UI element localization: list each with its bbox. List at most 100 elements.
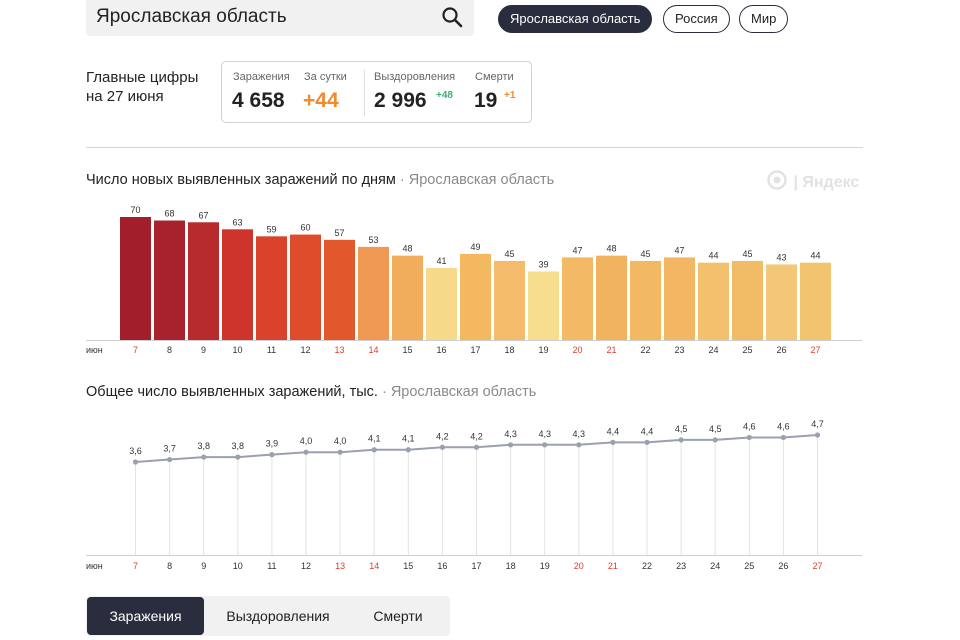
x-tick-label: 14 [368, 345, 378, 355]
bar-value-label: 45 [640, 249, 650, 259]
bar [256, 236, 287, 340]
x-tick-label: 21 [608, 561, 618, 571]
search-box[interactable]: Ярославская область [86, 0, 474, 36]
bar [460, 253, 491, 340]
x-tick-label: 13 [334, 345, 344, 355]
x-tick-label: 18 [506, 561, 516, 571]
x-tick-label: 27 [810, 345, 820, 355]
point-value-label: 4,6 [777, 421, 790, 431]
bar-value-label: 48 [402, 244, 412, 254]
bar [290, 234, 321, 340]
total-cases-line-chart: июн 3,6 7 3,7 8 3,8 9 3,8 10 3,9 11 4,0 12 4,0 13 4,1 14… [86, 419, 862, 571]
x-tick-label: 18 [504, 345, 514, 355]
bar-value-label: 47 [674, 245, 684, 255]
point-value-label: 4,1 [368, 434, 381, 444]
daily-chart-title-text: Число новых выявленных заражений по дням [86, 172, 396, 188]
data-point [337, 449, 343, 455]
total-chart-title: Общее число выявленных заражений, тыс. ·… [86, 384, 537, 400]
bar [222, 229, 253, 340]
bar-value-label: 43 [776, 252, 786, 262]
data-point [542, 442, 548, 448]
bar-value-label: 59 [266, 224, 276, 234]
data-point [303, 449, 309, 455]
x-tick-label: 10 [233, 561, 243, 571]
bar [596, 255, 627, 340]
bar [528, 271, 559, 340]
daily-cases-bar-chart: июн 70 7 68 8 67 9 63 10 59 11 60 12 57 13 53 14 48 15 41 16… [86, 205, 862, 355]
month-label: июн [86, 345, 103, 355]
x-tick-label: 17 [471, 561, 481, 571]
bar-value-label: 45 [742, 249, 752, 259]
region-pill-yaroslavl[interactable]: Ярославская область [498, 5, 653, 33]
deaths-value: 19 [474, 89, 498, 112]
point-value-label: 4,2 [436, 431, 449, 441]
infections-value: 4 658 [232, 89, 285, 112]
data-point [405, 447, 411, 453]
x-tick-label: 16 [436, 345, 446, 355]
x-tick-label: 20 [574, 561, 584, 571]
bar-value-label: 47 [572, 245, 582, 255]
region-pill-world[interactable]: Мир [739, 5, 789, 33]
x-tick-label: 15 [403, 561, 413, 571]
yandex-watermark-text: Яндекс [802, 174, 860, 191]
x-tick-label: 26 [778, 561, 788, 571]
x-tick-label: 12 [301, 561, 311, 571]
data-point [201, 454, 207, 460]
x-tick-label: 23 [676, 561, 686, 571]
bar [120, 217, 151, 340]
point-value-label: 4,2 [470, 431, 483, 441]
data-point [473, 444, 480, 450]
point-value-label: 4,5 [675, 424, 688, 434]
x-tick-label: 10 [232, 345, 242, 355]
x-tick-label: 12 [300, 345, 310, 355]
bar-value-label: 60 [300, 223, 310, 233]
data-point [235, 454, 241, 460]
point-value-label: 4,1 [402, 434, 415, 444]
bar-value-label: 44 [810, 251, 820, 261]
x-tick-label: 15 [402, 345, 412, 355]
data-point [712, 437, 718, 443]
bar [562, 257, 593, 340]
bar [732, 260, 763, 340]
deaths-label: Смерти [475, 71, 514, 83]
bar [800, 262, 831, 340]
deaths-delta: +1 [504, 90, 516, 101]
region-pill-russia[interactable]: Россия [663, 5, 730, 33]
x-tick-label: 11 [267, 345, 276, 355]
x-tick-label: 19 [538, 345, 548, 355]
point-value-label: 4,5 [709, 424, 722, 434]
bar-value-label: 39 [538, 259, 548, 269]
point-value-label: 4,0 [334, 436, 347, 446]
x-tick-label: 26 [776, 345, 786, 355]
search-icon[interactable] [440, 5, 464, 34]
bar [630, 260, 661, 340]
data-point [508, 442, 514, 448]
summary-stats-card: Заражения 4 658 За сутки +44 Выздоровлен… [221, 61, 532, 123]
x-tick-label: 7 [133, 345, 138, 355]
x-tick-label: 22 [640, 345, 650, 355]
yandex-watermark: | Яндекс [767, 170, 859, 192]
point-value-label: 3,8 [197, 441, 210, 451]
summary-title-line1: Главные цифры [86, 69, 199, 86]
x-tick-label: 24 [710, 561, 720, 571]
search-input[interactable]: Ярославская область [96, 6, 287, 27]
summary-title: Главные цифры на 27 июня [86, 68, 198, 106]
point-value-label: 3,6 [129, 446, 142, 456]
tab-deaths[interactable]: Смерти [373, 608, 423, 624]
bar-value-label: 48 [606, 244, 616, 254]
x-tick-label: 22 [642, 561, 652, 571]
x-tick-label: 19 [540, 561, 550, 571]
recovered-delta: +48 [436, 90, 453, 101]
daily-label: За сутки [304, 71, 347, 83]
data-point [610, 439, 616, 445]
daily-chart-region: Ярославская область [408, 172, 555, 188]
point-value-label: 4,6 [743, 421, 756, 431]
data-point [439, 444, 445, 450]
bar-value-label: 57 [334, 228, 344, 238]
x-tick-label: 27 [812, 561, 822, 571]
bar-value-label: 63 [232, 217, 242, 227]
bar [494, 260, 525, 340]
tab-infections[interactable]: Заражения [87, 597, 204, 635]
tab-recoveries[interactable]: Выздоровления [226, 608, 330, 624]
recovered-value: 2 996 [374, 89, 427, 112]
